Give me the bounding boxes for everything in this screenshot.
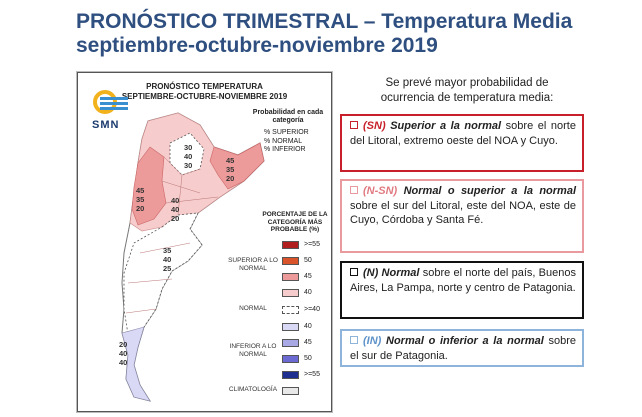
forecast-map-panel: PRONÓSTICO TEMPERATURA SEPTIEMBRE-OCTUBR… bbox=[77, 72, 332, 412]
legend-swatch-sup-55 bbox=[282, 241, 299, 249]
box-n-tag: (N) bbox=[363, 267, 379, 279]
num-pampa-2: 40 bbox=[163, 255, 171, 264]
box-sn-lead: Superior a la normal bbox=[390, 120, 502, 132]
num-pat-1: 20 bbox=[119, 340, 127, 349]
prob-item-inferior: % INFERIOR bbox=[264, 146, 306, 153]
num-north-1: 30 bbox=[184, 143, 192, 152]
map-title-line1: PRONÓSTICO TEMPERATURA bbox=[146, 82, 263, 91]
smn-logo-icon bbox=[93, 90, 128, 114]
num-cuyo-2: 40 bbox=[171, 205, 179, 214]
map-title-line2: SEPTIEMBRE-OCTUBRE-NOVIEMBRE 2019 bbox=[121, 92, 288, 101]
forecast-box-nsn: (N-SN) Normal o superior a la normal sob… bbox=[340, 179, 584, 253]
num-nw-2: 35 bbox=[136, 195, 144, 204]
legend-swatch-sup-40 bbox=[282, 289, 299, 297]
province-borders bbox=[125, 156, 219, 314]
legend-group-normal: NORMAL bbox=[239, 305, 267, 312]
bullet-icon bbox=[350, 268, 358, 276]
bullet-icon bbox=[350, 186, 358, 194]
legend-label-normal-40: >=40 bbox=[304, 306, 320, 313]
region-inferior-south bbox=[121, 326, 151, 402]
argentina-map: 30 40 30 45 35 20 45 35 20 40 40 20 35 4… bbox=[119, 112, 265, 402]
legend-label-inf-45: 45 bbox=[304, 339, 312, 346]
box-in-text: sobre el sur de Patagonia. bbox=[350, 335, 576, 362]
legend-swatch-sup-45 bbox=[282, 273, 299, 281]
num-pampa-3: 25 bbox=[163, 264, 171, 273]
legend-swatch-inf-45 bbox=[282, 339, 299, 347]
legend-swatch-inf-40 bbox=[282, 323, 299, 331]
num-nw-1: 45 bbox=[136, 186, 144, 195]
legend-group-climatologia: CLIMATOLOGÍA bbox=[228, 386, 278, 393]
legend-label-inf-50: 50 bbox=[304, 355, 312, 362]
legend-label-inf-55: >=55 bbox=[304, 371, 320, 378]
bullet-icon bbox=[350, 121, 358, 129]
prob-item-normal: % NORMAL bbox=[264, 137, 303, 145]
num-cuyo-1: 40 bbox=[171, 196, 179, 205]
legend-label-sup-40: 40 bbox=[304, 289, 312, 296]
intro-text: Se prevé mayor probabilidad de ocurrenci… bbox=[380, 77, 554, 104]
box-sn-tag: (SN) bbox=[363, 120, 386, 132]
box-nsn-lead: Normal o superior a la normal bbox=[403, 185, 577, 197]
box-n-lead: Normal bbox=[381, 267, 420, 279]
slide-title-line1: PRONÓSTICO TRIMESTRAL – Temperatura Medi… bbox=[76, 10, 573, 33]
legend-label-sup-55: >=55 bbox=[304, 241, 320, 248]
slide-title-line2: septiembre-octubre-noviembre 2019 bbox=[76, 34, 438, 57]
slide-title: PRONÓSTICO TRIMESTRAL – Temperatura Medi… bbox=[76, 10, 572, 58]
num-north-3: 30 bbox=[184, 161, 192, 170]
legend-label-inf-40: 40 bbox=[304, 323, 312, 330]
num-pat-3: 40 bbox=[119, 358, 127, 367]
box-in-tag: (IN) bbox=[363, 335, 382, 347]
forecast-box-n: (N) Normal sobre el norte del país, Buen… bbox=[340, 261, 584, 319]
num-pampa-1: 35 bbox=[163, 246, 171, 255]
num-ne-2: 35 bbox=[226, 165, 234, 174]
probability-list: % SUPERIOR % NORMAL % INFERIOR bbox=[264, 129, 309, 155]
box-in-lead: Normal o inferior a la normal bbox=[386, 335, 544, 347]
legend-swatch-normal-40 bbox=[282, 306, 299, 314]
legend-swatch-inf-55 bbox=[282, 371, 299, 379]
num-cuyo-3: 20 bbox=[171, 214, 179, 223]
legend-swatch-sup-50 bbox=[282, 257, 299, 265]
legend-label-sup-45: 45 bbox=[304, 273, 312, 280]
legend-swatch-inf-50 bbox=[282, 355, 299, 363]
num-ne-3: 20 bbox=[226, 174, 234, 183]
num-north-2: 40 bbox=[184, 152, 192, 161]
box-nsn-text: sobre el sur del Litoral, este del NOA, … bbox=[350, 199, 576, 227]
smn-logo-text: SMN bbox=[92, 119, 120, 131]
box-n-text: sobre el norte del país, Buenos Aires, L… bbox=[350, 267, 576, 294]
bullet-icon bbox=[350, 336, 358, 344]
legend-swatch-climatologia bbox=[282, 387, 299, 395]
legend-label-sup-50: 50 bbox=[304, 257, 312, 264]
num-nw-3: 20 bbox=[136, 204, 144, 213]
forecast-box-in: (IN) Normal o inferior a la normal sobre… bbox=[340, 329, 584, 367]
box-sn-text: sobre el norte del Litoral, extremo oest… bbox=[350, 120, 576, 147]
num-ne-1: 45 bbox=[226, 156, 234, 165]
probability-title: Probabilidad en cada categoría bbox=[252, 109, 324, 124]
legend-group-inferior: INFERIOR A LO NORMAL bbox=[229, 343, 277, 358]
legend-title: PORCENTAJE DE LA CATEGORÍA MÁS PROBABLE … bbox=[262, 211, 328, 233]
legend-group-superior: SUPERIOR A LO NORMAL bbox=[228, 257, 278, 272]
region-superior-northeast bbox=[209, 142, 265, 190]
forecast-box-sn: (SN) Superior a la normal sobre el norte… bbox=[340, 114, 584, 172]
num-pat-2: 40 bbox=[119, 349, 127, 358]
region-superior-northwest bbox=[131, 146, 167, 226]
box-nsn-tag: (N-SN) bbox=[363, 185, 398, 197]
prob-item-superior: % SUPERIOR bbox=[264, 129, 309, 136]
